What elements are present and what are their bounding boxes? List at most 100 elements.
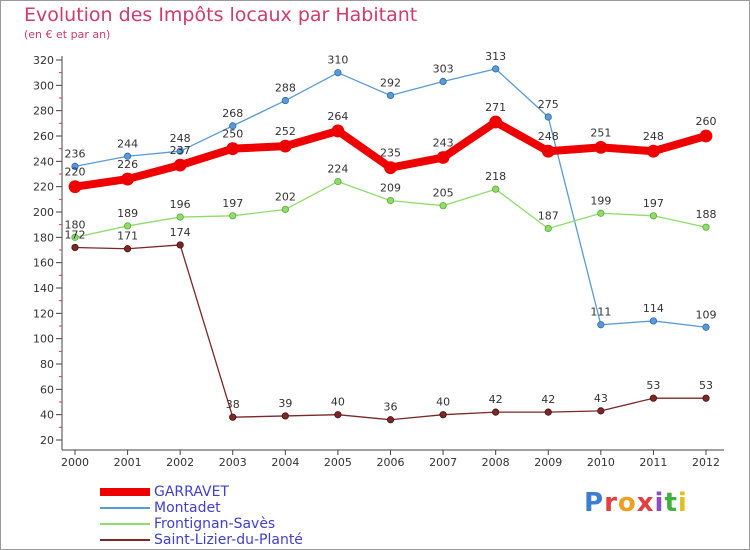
data-label-saint-lizier-du-plante: 40 xyxy=(331,396,345,409)
x-tick-label: 2008 xyxy=(482,456,510,469)
data-point-saint-lizier-du-plante xyxy=(71,243,79,252)
logo-letter: r xyxy=(604,488,618,518)
x-tick-label: 2012 xyxy=(692,456,720,469)
data-point-montadet xyxy=(597,321,605,329)
data-point-saint-lizier-du-plante xyxy=(597,407,605,415)
data-label-garravet: 264 xyxy=(327,110,348,123)
data-label-saint-lizier-du-plante: 39 xyxy=(278,397,292,410)
data-label-garravet: 237 xyxy=(170,144,191,157)
data-point-montadet xyxy=(229,122,237,130)
legend-swatch-saint-lizier-du-plante xyxy=(100,539,150,541)
data-label-saint-lizier-du-plante: 38 xyxy=(226,398,240,411)
legend-swatch-montadet xyxy=(100,507,150,509)
data-point-frontignan-save-s xyxy=(229,212,237,220)
y-tick-label: 280 xyxy=(33,105,54,118)
y-tick-label: 260 xyxy=(33,130,54,143)
data-label-montadet: 109 xyxy=(696,308,717,321)
y-tick-label: 20 xyxy=(40,434,54,447)
logo-letter: i xyxy=(677,488,688,518)
data-point-garravet xyxy=(384,161,397,175)
data-label-montadet: 236 xyxy=(65,147,86,160)
x-tick-label: 2001 xyxy=(114,456,142,469)
data-label-garravet: 243 xyxy=(433,137,454,150)
data-label-saint-lizier-du-plante: 43 xyxy=(594,392,608,405)
data-point-saint-lizier-du-plante xyxy=(649,394,658,402)
data-point-frontignan-save-s xyxy=(123,222,132,230)
x-tick-label: 2004 xyxy=(271,456,299,469)
data-label-garravet: 248 xyxy=(538,130,559,143)
logo-letter: x xyxy=(636,488,655,518)
data-point-garravet xyxy=(173,158,187,172)
data-label-frontignan-save-s: 180 xyxy=(65,218,86,231)
data-point-frontignan-save-s xyxy=(281,205,289,214)
y-tick-label: 140 xyxy=(33,282,54,295)
data-point-saint-lizier-du-plante xyxy=(176,241,184,249)
data-label-montadet: 313 xyxy=(485,50,506,63)
x-tick-label: 2000 xyxy=(61,456,89,469)
proxiti-logo: Proxiti xyxy=(584,488,688,518)
x-tick-label: 2003 xyxy=(219,456,247,469)
data-point-frontignan-save-s xyxy=(71,233,79,241)
data-label-montadet: 288 xyxy=(275,82,296,95)
data-label-saint-lizier-du-plante: 172 xyxy=(65,228,86,241)
y-tick-label: 100 xyxy=(33,333,54,346)
line-chart: 2040608010012014016018020022024026028030… xyxy=(33,50,724,469)
data-label-montadet: 303 xyxy=(433,63,454,76)
data-point-garravet xyxy=(436,151,450,164)
data-point-garravet xyxy=(331,124,345,138)
data-label-saint-lizier-du-plante: 42 xyxy=(489,393,503,406)
data-label-garravet: 248 xyxy=(643,130,664,143)
y-tick-label: 120 xyxy=(33,307,54,320)
y-tick-label: 320 xyxy=(33,54,54,67)
data-label-montadet: 244 xyxy=(117,137,138,150)
data-point-montadet xyxy=(439,77,447,86)
data-point-montadet xyxy=(649,317,658,325)
data-label-frontignan-save-s: 196 xyxy=(170,198,191,211)
x-tick-label: 2002 xyxy=(166,456,194,469)
legend-label-saint-lizier-du-plante: Saint-Lizier-du-Planté xyxy=(154,532,303,548)
series-line-saint-lizier-du-plante xyxy=(74,244,706,421)
data-point-montadet xyxy=(334,69,342,77)
logo-letter: i xyxy=(654,488,665,518)
y-tick-label: 220 xyxy=(33,181,54,194)
data-point-saint-lizier-du-plante xyxy=(492,408,500,416)
legend-label-garravet: GARRAVET xyxy=(154,484,229,500)
data-point-saint-lizier-du-plante xyxy=(281,412,289,420)
data-label-frontignan-save-s: 197 xyxy=(222,197,243,210)
data-point-saint-lizier-du-plante xyxy=(123,245,132,253)
data-label-montadet: 268 xyxy=(222,107,243,120)
data-point-garravet xyxy=(226,142,240,156)
data-point-montadet xyxy=(71,162,79,170)
data-label-garravet: 250 xyxy=(222,128,243,141)
data-point-montadet xyxy=(544,113,552,121)
data-point-garravet xyxy=(699,129,713,143)
data-point-frontignan-save-s xyxy=(334,178,342,186)
data-label-frontignan-save-s: 199 xyxy=(590,194,611,207)
data-label-garravet: 226 xyxy=(117,158,138,171)
data-point-montadet xyxy=(281,96,289,105)
x-tick-label: 2007 xyxy=(429,456,457,469)
data-point-frontignan-save-s xyxy=(386,197,395,205)
data-point-montadet xyxy=(123,152,132,160)
legend-item-garravet: GARRAVET xyxy=(100,484,303,500)
legend-item-frontignan-save-s: Frontignan-Savès xyxy=(100,516,303,532)
logo-letter: o xyxy=(617,488,637,518)
data-point-frontignan-save-s xyxy=(597,209,605,217)
data-label-frontignan-save-s: 187 xyxy=(538,209,559,222)
data-point-saint-lizier-du-plante xyxy=(386,416,395,424)
y-tick-label: 160 xyxy=(33,257,54,270)
data-label-montadet: 275 xyxy=(538,98,559,111)
chart-subtitle: (en € et par an) xyxy=(24,28,111,41)
data-point-garravet xyxy=(541,144,555,158)
data-label-garravet: 252 xyxy=(275,125,296,138)
data-label-montadet: 114 xyxy=(643,302,664,315)
data-label-saint-lizier-du-plante: 174 xyxy=(170,226,191,239)
data-label-saint-lizier-du-plante: 40 xyxy=(436,396,450,409)
data-point-garravet xyxy=(121,172,134,186)
x-tick-label: 2010 xyxy=(587,456,615,469)
y-tick-label: 60 xyxy=(40,383,54,396)
data-label-saint-lizier-du-plante: 42 xyxy=(541,393,555,406)
legend: GARRAVET Montadet Frontignan-Savès Saint-Li… xyxy=(100,484,303,548)
legend-label-montadet: Montadet xyxy=(154,500,221,516)
